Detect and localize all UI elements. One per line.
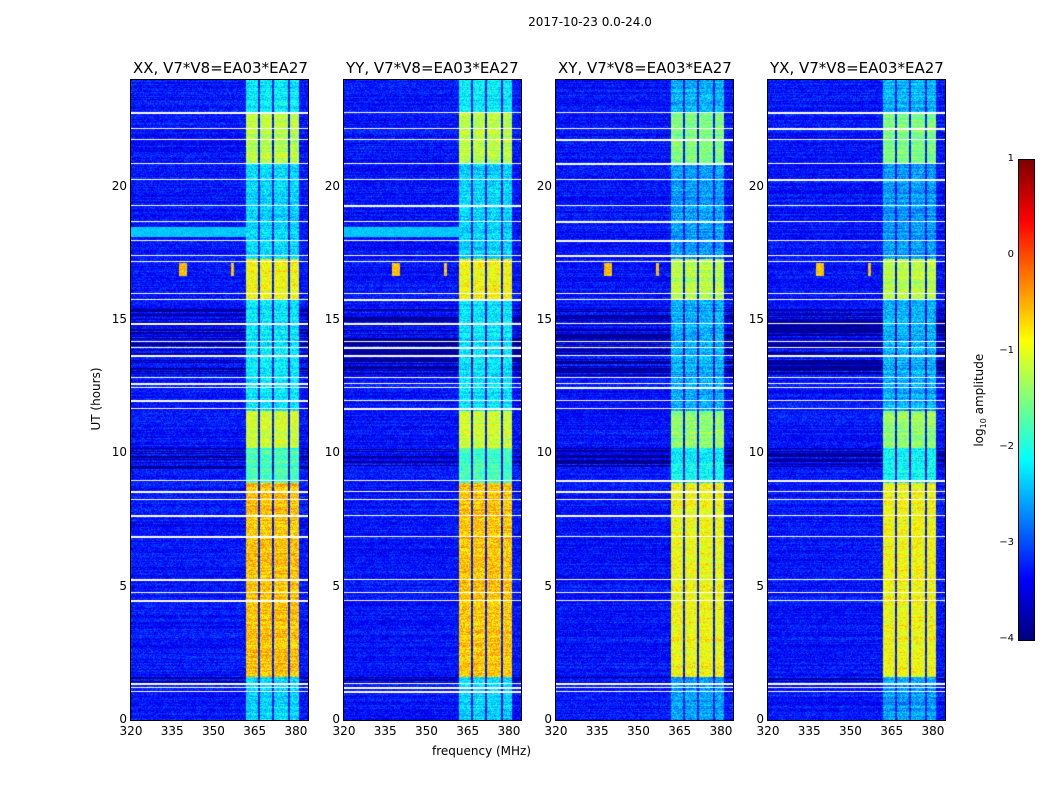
panel-title-1: XX, V7*V8=EA03*EA27 <box>133 59 308 77</box>
y-tick-label: 20 <box>748 178 764 193</box>
colorbar-tick-label: −1 <box>999 345 1014 356</box>
colorbar-tick-label: 0 <box>1007 249 1014 260</box>
y-tick-label: 0 <box>756 712 764 726</box>
heatmap-panel-3 <box>556 80 733 720</box>
y-tick-label: 10 <box>536 445 552 460</box>
y-tick-label: 5 <box>119 578 127 593</box>
x-tick-label: 365 <box>456 724 480 738</box>
y-tick-label: 15 <box>111 312 127 326</box>
heatmap-panel-4 <box>768 80 945 720</box>
colorbar-label-sub: 10 <box>979 418 989 429</box>
x-tick-label: 350 <box>415 724 438 738</box>
y-tick-label: 20 <box>324 178 340 193</box>
x-tick-label: 365 <box>880 724 904 738</box>
x-tick-label: 320 <box>119 724 143 738</box>
y-tick-label: 10 <box>111 445 127 460</box>
x-tick-label: 335 <box>160 724 184 738</box>
x-tick-label: 350 <box>627 724 650 738</box>
x-tick-label: 320 <box>332 724 356 738</box>
y-tick-label: 5 <box>544 578 552 593</box>
colorbar-tick-label: 1 <box>1007 153 1014 164</box>
x-tick-label: 380 <box>497 724 521 738</box>
x-tick-label: 365 <box>243 724 267 738</box>
x-tick-label: 350 <box>202 724 225 738</box>
y-tick-label: 5 <box>756 578 764 593</box>
x-tick-label: 380 <box>921 724 945 738</box>
x-tick-label: 320 <box>544 724 568 738</box>
panel-title-2: YY, V7*V8=EA03*EA27 <box>346 59 519 77</box>
x-tick-label: 380 <box>284 724 308 738</box>
x-tick-label: 335 <box>373 724 397 738</box>
y-tick-label: 5 <box>332 578 340 593</box>
x-tick-label: 365 <box>668 724 692 738</box>
figure-title: 2017-10-23 0.0-24.0 <box>528 15 652 29</box>
heatmap-panel-2 <box>344 80 521 720</box>
x-tick-label: 380 <box>709 724 733 738</box>
y-tick-label: 15 <box>748 312 764 326</box>
colorbar <box>1019 160 1034 640</box>
x-tick-label: 350 <box>839 724 862 738</box>
y-tick-label: 0 <box>119 712 127 726</box>
y-tick-label: 20 <box>111 178 127 193</box>
x-axis-label: frequency (MHz) <box>432 744 532 758</box>
colorbar-tick-label: −4 <box>999 633 1014 644</box>
y-axis-label: UT (hours) <box>89 367 103 431</box>
heatmap-panel-1 <box>131 80 308 720</box>
colorbar-label-main: log <box>971 428 986 447</box>
x-tick-label: 320 <box>756 724 780 738</box>
y-tick-label: 0 <box>332 712 340 726</box>
x-tick-label: 335 <box>797 724 821 738</box>
y-tick-label: 10 <box>748 445 764 460</box>
colorbar-tick-label: −2 <box>999 441 1014 452</box>
x-tick-label: 335 <box>585 724 609 738</box>
y-tick-label: 0 <box>544 712 552 726</box>
y-tick-label: 20 <box>536 178 552 193</box>
y-tick-label: 15 <box>324 312 340 326</box>
panel-title-3: XY, V7*V8=EA03*EA27 <box>558 59 732 77</box>
panel-title-4: YX, V7*V8=EA03*EA27 <box>770 59 944 77</box>
colorbar-tick-label: −3 <box>999 537 1014 548</box>
colorbar-label-rest: amplitude <box>971 353 986 419</box>
y-tick-label: 10 <box>324 445 340 460</box>
y-tick-label: 15 <box>536 312 552 326</box>
colorbar-label: log10 amplitude <box>972 350 988 450</box>
